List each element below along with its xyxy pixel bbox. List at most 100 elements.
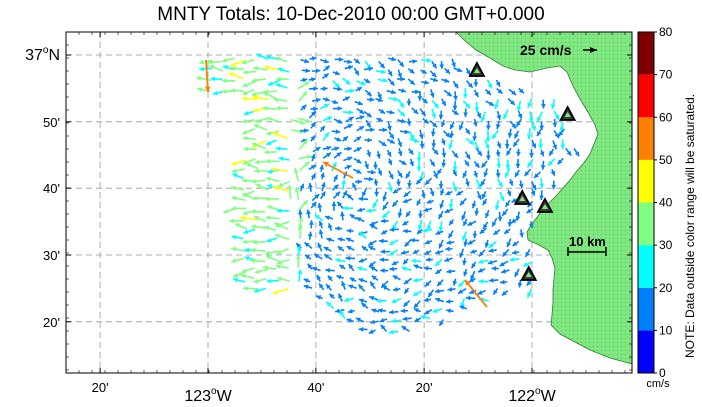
current-vector [404, 239, 412, 248]
current-vector-strong [464, 279, 488, 308]
current-vector [473, 170, 478, 178]
current-vector [443, 89, 453, 97]
current-vector [500, 279, 508, 285]
radar-station-icon [520, 265, 538, 281]
current-vector [357, 207, 366, 213]
current-vector [465, 137, 475, 146]
current-vector [374, 188, 379, 197]
current-vector [452, 80, 459, 89]
current-vector [496, 178, 504, 188]
current-vector [331, 162, 338, 172]
current-vector [434, 288, 445, 294]
current-vector [475, 179, 482, 190]
current-vector [357, 266, 368, 272]
map-border [65, 31, 633, 374]
current-vector [316, 274, 322, 282]
colorbar-segment [638, 32, 654, 75]
current-vector [507, 218, 513, 227]
current-vector [356, 125, 365, 132]
current-vector [410, 237, 420, 243]
current-vector [352, 168, 362, 174]
current-vector [243, 228, 256, 235]
current-vector [253, 215, 267, 222]
current-vector [344, 164, 352, 170]
current-vector [514, 268, 520, 278]
current-vector [560, 139, 566, 150]
current-vector [440, 98, 447, 107]
colorbar-tick-label: 10 [659, 323, 673, 337]
current-vector [468, 277, 476, 283]
current-vector [413, 277, 424, 283]
current-vector [331, 201, 337, 211]
current-vector [422, 227, 433, 233]
current-vector [322, 145, 332, 151]
reference-vector-arrow [583, 47, 597, 53]
current-vector [397, 148, 403, 157]
current-vector [356, 107, 365, 115]
current-vector [411, 107, 419, 115]
colorbar-segment [638, 245, 654, 288]
current-vector [530, 180, 537, 191]
current-vector [349, 276, 357, 283]
current-vector [242, 96, 258, 102]
current-vector [363, 110, 373, 118]
current-vector [426, 199, 434, 204]
current-vector [326, 237, 335, 243]
current-vector [539, 190, 544, 200]
current-vector [433, 170, 439, 179]
current-vector [467, 220, 477, 227]
current-vector [334, 136, 342, 142]
current-vector [488, 240, 497, 249]
current-vector [262, 265, 277, 271]
current-vector [421, 97, 428, 104]
current-vector [436, 168, 442, 175]
current-vector [331, 99, 339, 105]
lat-label-0: 37oN [25, 45, 60, 64]
map-frame [66, 32, 632, 373]
current-vector [347, 308, 355, 314]
current-vector [231, 205, 247, 211]
current-vector [278, 156, 290, 162]
current-vector [332, 80, 341, 89]
current-vector [388, 56, 397, 62]
current-vector [388, 309, 399, 315]
current-vector [392, 187, 402, 194]
current-vector [387, 121, 392, 131]
colorbar-segment [638, 287, 654, 331]
current-vector [438, 319, 445, 327]
current-vector [505, 147, 512, 156]
current-vector [512, 240, 520, 247]
current-vector [345, 255, 356, 261]
current-vector [538, 138, 544, 149]
current-vector [462, 170, 468, 179]
current-vector [319, 125, 326, 133]
current-vector [465, 178, 470, 187]
current-vector [440, 119, 446, 128]
current-vector [356, 80, 366, 86]
current-vector [397, 108, 406, 117]
current-vector [231, 66, 244, 71]
current-vector [232, 277, 246, 283]
lat-label-1: 50' [43, 115, 60, 130]
current-vector [264, 65, 280, 71]
current-vector [243, 286, 258, 291]
current-vector [419, 108, 427, 117]
current-vector [369, 266, 378, 272]
current-vector [515, 159, 521, 169]
current-vector [473, 160, 480, 169]
current-vector [243, 69, 257, 75]
current-vector [275, 83, 288, 89]
current-vector [552, 140, 558, 150]
current-vector [358, 298, 368, 304]
current-vector [539, 149, 545, 157]
current-vector [251, 178, 266, 184]
current-vector [276, 208, 290, 214]
current-vector [408, 130, 415, 141]
current-vector [503, 228, 511, 235]
current-vector [307, 263, 313, 270]
current-vector [494, 99, 500, 110]
current-vector [462, 100, 471, 109]
current-vector [251, 77, 267, 83]
current-vector [464, 151, 471, 160]
current-vector [361, 245, 369, 252]
